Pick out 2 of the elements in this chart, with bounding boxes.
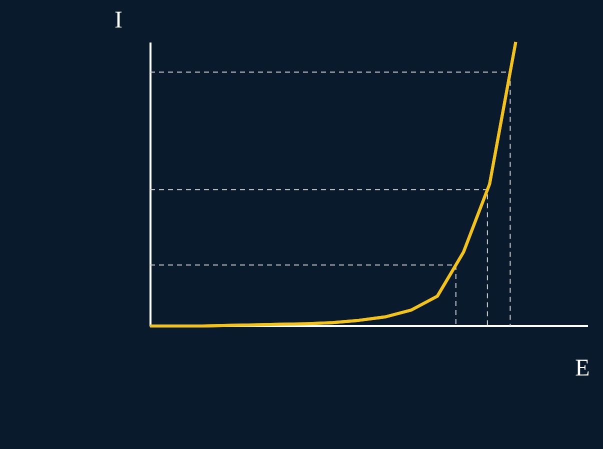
x-axis-title: E — [575, 356, 590, 382]
y-axis-title: I — [114, 8, 122, 34]
